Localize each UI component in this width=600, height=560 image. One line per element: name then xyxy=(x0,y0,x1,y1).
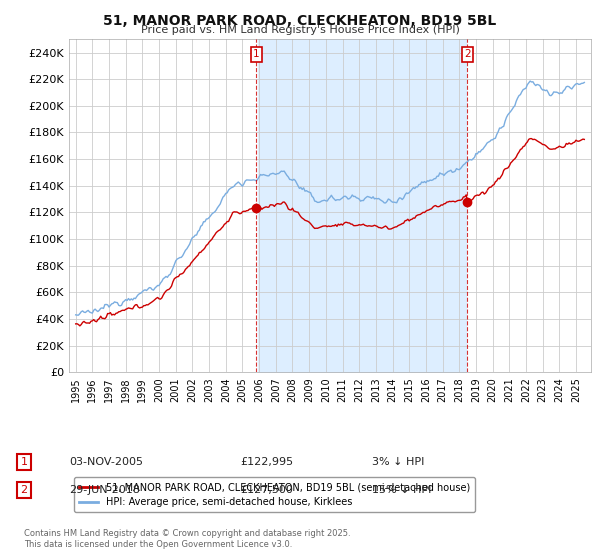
Text: 51, MANOR PARK ROAD, CLECKHEATON, BD19 5BL: 51, MANOR PARK ROAD, CLECKHEATON, BD19 5… xyxy=(103,14,497,28)
Text: 03-NOV-2005: 03-NOV-2005 xyxy=(69,457,143,467)
Text: £127,500: £127,500 xyxy=(240,485,293,495)
Text: Price paid vs. HM Land Registry's House Price Index (HPI): Price paid vs. HM Land Registry's House … xyxy=(140,25,460,35)
Text: £122,995: £122,995 xyxy=(240,457,293,467)
Text: 3% ↓ HPI: 3% ↓ HPI xyxy=(372,457,424,467)
Text: 1: 1 xyxy=(20,457,28,467)
Text: 2: 2 xyxy=(464,49,471,59)
Text: 1: 1 xyxy=(253,49,260,59)
Text: 15% ↓ HPI: 15% ↓ HPI xyxy=(372,485,431,495)
Text: Contains HM Land Registry data © Crown copyright and database right 2025.
This d: Contains HM Land Registry data © Crown c… xyxy=(24,529,350,549)
Legend: 51, MANOR PARK ROAD, CLECKHEATON, BD19 5BL (semi-detached house), HPI: Average p: 51, MANOR PARK ROAD, CLECKHEATON, BD19 5… xyxy=(74,477,475,512)
Text: 2: 2 xyxy=(20,485,28,495)
Text: 29-JUN-2018: 29-JUN-2018 xyxy=(69,485,140,495)
